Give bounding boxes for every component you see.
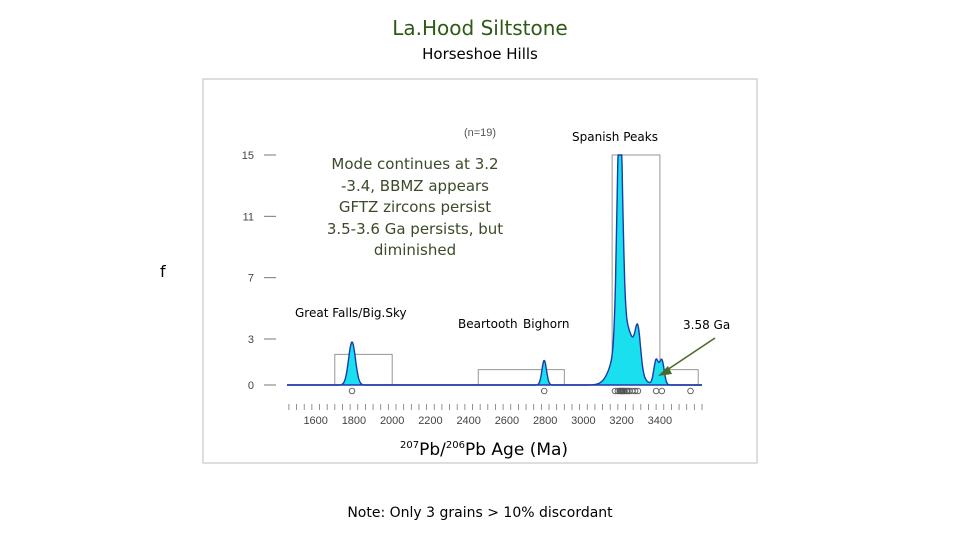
y-tick-label: 3 bbox=[248, 334, 254, 346]
grain-age-marker bbox=[540, 387, 548, 395]
grain-age-marker bbox=[634, 387, 642, 395]
grain-age-marker bbox=[658, 387, 666, 395]
x-tick-label: 2400 bbox=[456, 415, 480, 427]
side-letter: f bbox=[160, 262, 166, 281]
x-tick-label: 2000 bbox=[380, 415, 404, 427]
x-title-sup-206: 206 bbox=[445, 440, 465, 451]
arrow-head bbox=[658, 366, 672, 376]
count-label: (n=19) bbox=[464, 127, 496, 139]
grain-age-markers bbox=[348, 387, 694, 395]
y-tick-label: 15 bbox=[242, 150, 254, 162]
density-area bbox=[287, 155, 702, 385]
x-tick-label: 3400 bbox=[648, 415, 672, 427]
mode-annotation: Mode continues at 3.2 -3.4, BBMZ appears… bbox=[326, 155, 504, 259]
spanish-peaks-label: Spanish Peaks bbox=[572, 130, 658, 144]
x-tick-label: 3200 bbox=[609, 415, 633, 427]
slide-title: La.Hood Siltstone bbox=[392, 16, 568, 40]
density-layer bbox=[287, 154, 702, 386]
grain-age-marker bbox=[687, 387, 694, 395]
arrow-shaft bbox=[663, 337, 716, 373]
beartooth-label: Beartooth bbox=[458, 317, 518, 331]
x-tick-label: 1600 bbox=[303, 415, 327, 427]
x-tick-label: 3000 bbox=[571, 415, 595, 427]
great-falls-label: Great Falls/Big.Sky bbox=[295, 306, 407, 320]
x-axis: 1600 1800 2000 2200 2400 2600 2800 3000 3200 3400 bbox=[288, 404, 703, 427]
y-tick-label: 11 bbox=[243, 211, 254, 223]
x-tick-label: 2800 bbox=[533, 415, 557, 427]
x-title-sup-207: 207 bbox=[400, 440, 420, 451]
grain-age-marker bbox=[624, 387, 631, 395]
y-axis: 0 3 7 11 15 bbox=[242, 150, 276, 392]
bighorn-label: Bighorn bbox=[523, 317, 570, 331]
grain-age-marker bbox=[348, 387, 356, 395]
x-title-pb1: Pb/ bbox=[419, 440, 446, 460]
x-tick-label: 1800 bbox=[342, 415, 366, 427]
y-tick-label: 0 bbox=[248, 380, 254, 392]
footer-note: Note: Only 3 grains > 10% discordant bbox=[347, 505, 613, 521]
age-358-label: 3.58 Ga bbox=[683, 318, 731, 332]
x-title-pb2: Pb Age (Ma) bbox=[464, 440, 569, 460]
x-tick-label: 2200 bbox=[418, 415, 442, 427]
slide-subtitle: Horseshoe Hills bbox=[422, 45, 538, 63]
x-tick-label: 2600 bbox=[495, 415, 519, 427]
grain-age-marker bbox=[621, 387, 628, 395]
x-axis-title: 207Pb/206Pb Age (Ma) bbox=[400, 440, 568, 460]
plot-frame bbox=[202, 78, 758, 464]
y-tick-label: 7 bbox=[248, 273, 254, 285]
grain-age-marker bbox=[631, 387, 639, 395]
